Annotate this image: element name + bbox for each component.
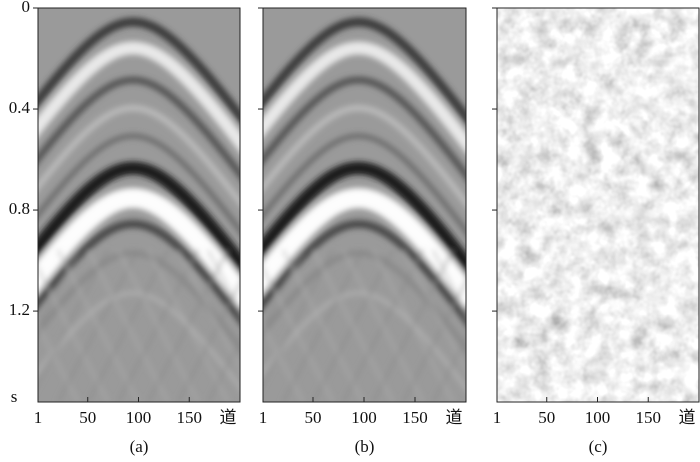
image-content: [263, 8, 466, 402]
seismic-image: [496, 7, 700, 403]
reflection-band: [263, 41, 466, 154]
panel-caption: (c): [589, 437, 608, 456]
x-tick-label: 100: [126, 408, 152, 427]
events: [263, 17, 466, 402]
reflection-band: [263, 290, 466, 392]
texture: [281, 249, 365, 402]
x-tick-label: 150: [635, 408, 661, 427]
x-tick-label: 100: [585, 408, 611, 427]
seismic-image: [262, 7, 467, 403]
x-axis-label: 道: [220, 408, 237, 427]
texture: [86, 249, 170, 402]
texture: [56, 249, 140, 402]
reflection-band: [38, 133, 240, 235]
y-axis-label: s: [11, 387, 18, 406]
reflection-band: [263, 17, 466, 125]
texture: [206, 249, 240, 315]
reflection-band: [38, 161, 240, 273]
frame: [262, 7, 467, 403]
frame: [37, 7, 241, 403]
texture: [431, 336, 466, 402]
reflection-band: [38, 41, 240, 153]
panel-caption: (b): [355, 437, 375, 456]
reflection-band: [263, 161, 466, 274]
panel-caption: (a): [130, 437, 149, 456]
noise: [497, 8, 699, 402]
texture: [371, 249, 455, 402]
texture: [176, 249, 240, 372]
y-tick-label: 0.4: [9, 98, 31, 117]
x-axis-label: 道: [679, 408, 696, 427]
x-tick-label: 150: [402, 408, 428, 427]
texture: [431, 249, 466, 316]
frame: [496, 7, 700, 403]
texture: [116, 249, 200, 402]
y-tick-label: 0.8: [9, 199, 30, 218]
x-tick-label: 50: [538, 408, 555, 427]
image-content: [497, 8, 699, 402]
reflection-band: [263, 104, 466, 208]
reflection-band: [263, 76, 466, 181]
x-tick-label: 1: [259, 408, 268, 427]
y-tick-label: 1.2: [9, 300, 30, 319]
texture: [146, 249, 230, 402]
x-tick-label: 1: [493, 408, 502, 427]
texture: [263, 249, 305, 330]
x-tick-label: 150: [176, 408, 202, 427]
texture: [401, 249, 466, 373]
texture: [263, 265, 335, 402]
x-tick-label: 1: [34, 408, 43, 427]
x-axis-label: 道: [446, 408, 463, 427]
image-content: [38, 8, 240, 402]
texture: [38, 265, 110, 402]
events: [38, 17, 240, 402]
texture: [311, 249, 395, 402]
x-tick-label: 50: [304, 408, 321, 427]
seismic-image: [37, 7, 241, 403]
texture: [263, 322, 305, 402]
reflection-band: [38, 17, 240, 124]
reflection-band: [38, 76, 240, 180]
x-tick-label: 100: [351, 408, 377, 427]
reflection-band: [263, 133, 466, 235]
reflection-band: [38, 290, 240, 392]
reflection-band: [38, 104, 240, 208]
texture: [38, 249, 80, 330]
texture: [206, 337, 240, 402]
y-tick-label: 0: [22, 0, 31, 16]
texture: [38, 322, 80, 402]
x-tick-label: 50: [79, 408, 96, 427]
texture: [341, 249, 425, 402]
